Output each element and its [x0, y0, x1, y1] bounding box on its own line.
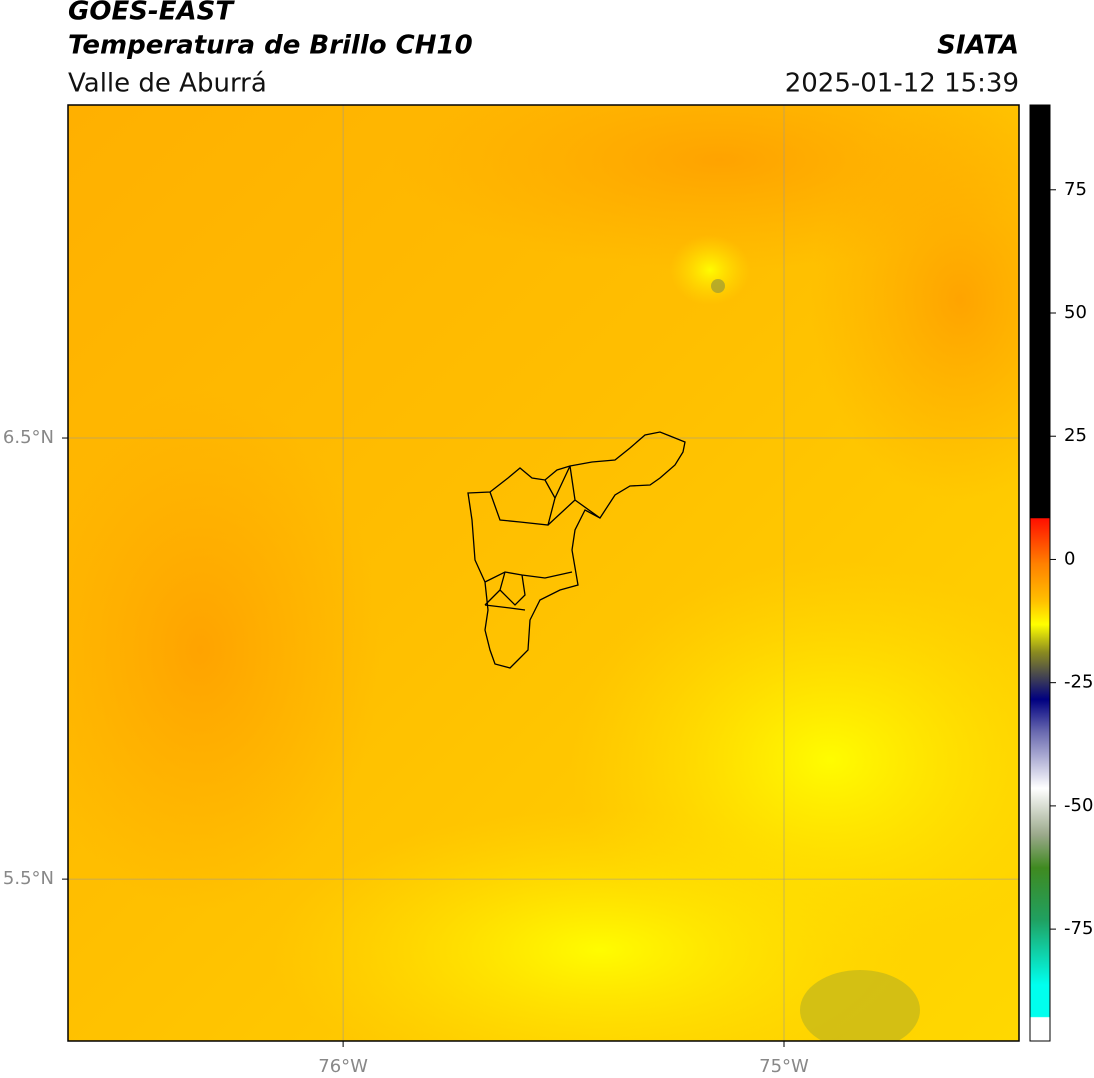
- valle-aburra-outline: [467, 431, 686, 669]
- x-tick-label: 76°W: [318, 1056, 368, 1077]
- grid: 76°W 75°W 6.5°N 5.5°N: [3, 105, 1019, 1077]
- colorbar-tick-label: 0: [1064, 548, 1075, 569]
- colorbar-tick-label: -25: [1064, 672, 1093, 693]
- y-tick-label: 6.5°N: [3, 427, 54, 448]
- colorbar-tick-label: 25: [1064, 425, 1087, 446]
- title: GOES-EAST: [68, 0, 235, 27]
- colorbar-tick-label: -75: [1064, 918, 1093, 939]
- subtitle: Temperatura de Brillo CH10: [68, 31, 473, 61]
- colorbar-tick-label: 75: [1064, 179, 1087, 200]
- x-tick-label: 75°W: [759, 1056, 809, 1077]
- region: Valle de Aburrá: [68, 69, 267, 99]
- y-tick-label: 5.5°N: [3, 868, 54, 889]
- colorbar-ticks: 75 50 25 0 -25 -50 -75: [1050, 179, 1093, 939]
- colorbar-tick-label: 50: [1064, 302, 1087, 323]
- colorbar: [1029, 104, 1051, 1042]
- timestamp: 2025-01-12 15:39: [785, 69, 1019, 99]
- colorbar-tick-label: -50: [1064, 795, 1093, 816]
- map-field: [68, 105, 1019, 1041]
- source: SIATA: [937, 31, 1019, 61]
- map-frame: [67, 104, 1020, 1042]
